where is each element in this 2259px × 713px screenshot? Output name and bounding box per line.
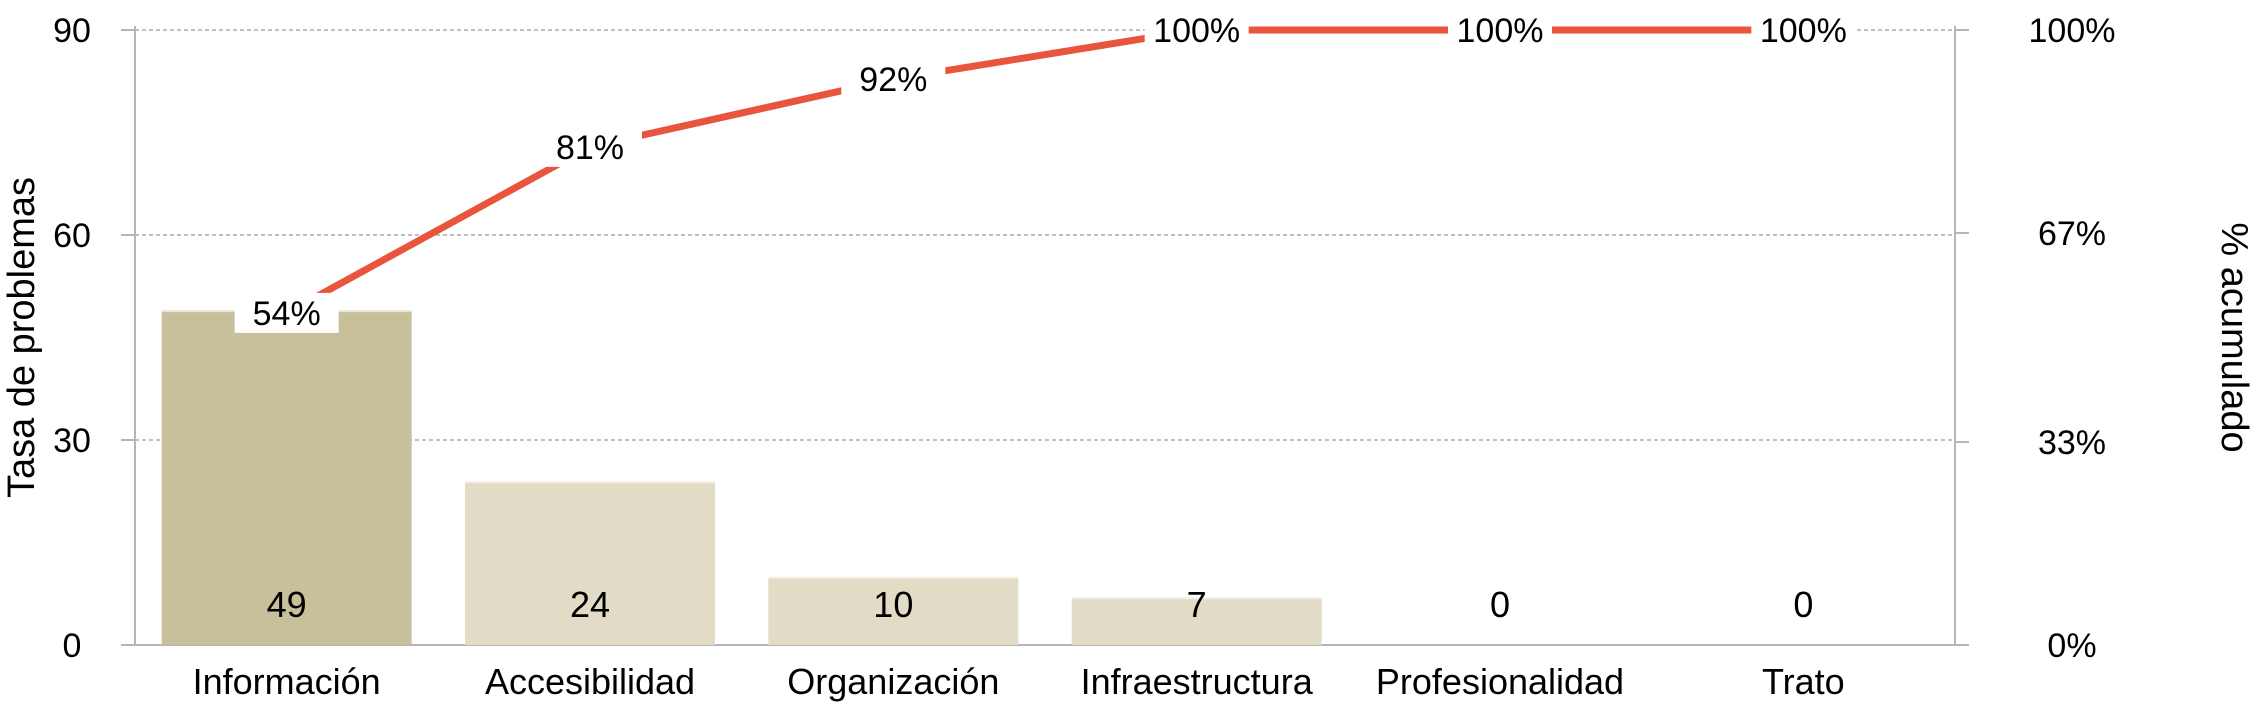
grid-layer: [135, 29, 1955, 441]
y2-axis-title: % acumulado: [2213, 222, 2255, 452]
cumulative-point-label: 100%: [1153, 12, 1240, 50]
point-label-bg: [841, 59, 946, 100]
cumulative-line-segment: [284, 143, 592, 316]
y2-tick-label: 100%: [2029, 12, 2116, 50]
bar-value-label: 0: [1793, 584, 1813, 625]
cumulative-point-label: 100%: [1457, 12, 1544, 50]
bar-layer: [161, 310, 1322, 645]
x-tick-label: Accesibilidad: [485, 661, 695, 702]
axis-layer: 0 30 60 90 0% 33% 67% 100%: [53, 12, 2115, 665]
bar-value-label: 0: [1490, 584, 1510, 625]
bar: [1071, 597, 1322, 645]
y-tick-label: 90: [53, 12, 91, 50]
bar-value-label: 7: [1187, 584, 1207, 625]
x-tick-label: Infraestructura: [1081, 661, 1314, 702]
x-tick-label: Organización: [787, 661, 999, 702]
bar: [768, 576, 1019, 645]
point-label-bg: [1144, 10, 1249, 50]
y2-tick-label: 33%: [2038, 424, 2106, 462]
point-label-bg: [1448, 10, 1552, 50]
line-layer: [284, 26, 1804, 316]
x-tick-label: Trato: [1762, 661, 1845, 702]
y2-tick-label: 67%: [2038, 215, 2106, 253]
label-layer: 49 Información 24 Accesibilidad 10 Organizaci…: [193, 10, 1856, 702]
cumulative-point-label: 100%: [1760, 12, 1847, 50]
y-tick-label: 60: [53, 217, 91, 255]
cumulative-point-label: 92%: [859, 61, 927, 99]
bar-value-label: 10: [873, 584, 913, 625]
x-tick-label: Información: [193, 661, 381, 702]
y-axis-title: Tasa de problemas: [1, 177, 43, 498]
bar: [161, 310, 412, 645]
x-tick-label: Profesionalidad: [1376, 661, 1624, 702]
y-tick-label: 0: [63, 627, 82, 665]
y-tick-label: 30: [53, 422, 91, 460]
bar: [465, 481, 715, 645]
point-label-bg: [1751, 10, 1856, 50]
y2-tick-label: 0%: [2047, 627, 2096, 665]
cumulative-point-label: 81%: [556, 129, 624, 167]
bar-value-label: 24: [570, 584, 610, 625]
point-label-bg: [538, 126, 642, 167]
cumulative-point-label: 54%: [253, 295, 321, 333]
point-label-bg: [234, 292, 339, 333]
bar-value-label: 49: [267, 584, 307, 625]
